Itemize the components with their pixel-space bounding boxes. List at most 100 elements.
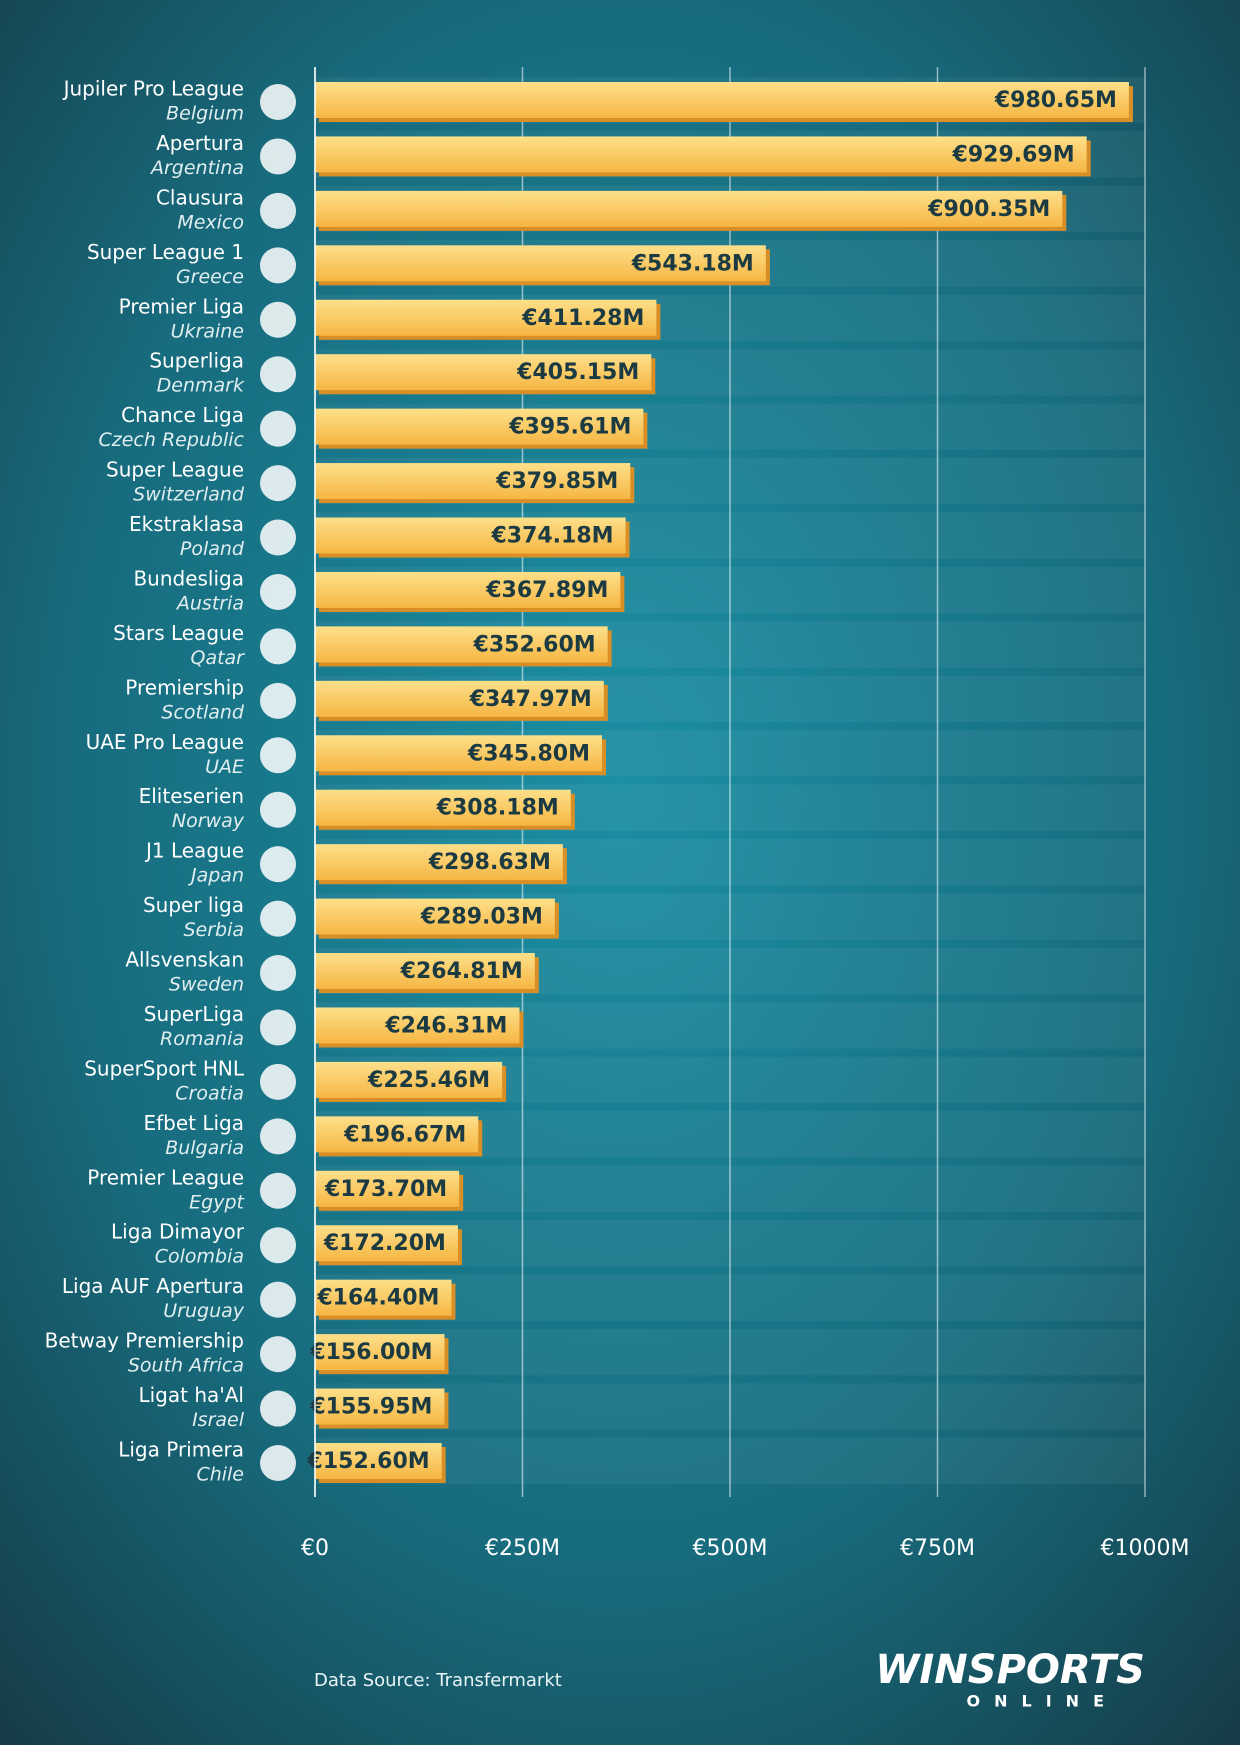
value-label: €367.89M — [485, 578, 608, 603]
value-label: €156.00M — [309, 1340, 432, 1365]
value-label: €352.60M — [473, 632, 596, 657]
country-label: Colombia — [155, 1246, 244, 1268]
bar — [315, 1170, 460, 1207]
country-label: South Africa — [128, 1355, 244, 1377]
country-label: Serbia — [183, 919, 244, 941]
value-label: €225.46M — [367, 1068, 490, 1093]
bar — [315, 354, 652, 391]
bar — [315, 517, 626, 554]
country-label: Belgium — [166, 103, 244, 125]
country-label: Greece — [176, 266, 244, 288]
country-label: Romania — [160, 1028, 244, 1050]
value-label: €379.85M — [495, 469, 618, 494]
value-label: €543.18M — [631, 251, 754, 276]
category-label: Liga AUF Apertura — [62, 1274, 244, 1298]
country-label: Argentina — [149, 157, 244, 179]
value-label: €246.31M — [384, 1013, 507, 1038]
league-logo — [260, 573, 296, 610]
category-label: Stars League — [113, 621, 244, 645]
league-logo — [260, 192, 296, 229]
league-logo — [260, 356, 296, 393]
bar — [315, 82, 1129, 118]
league-logo — [260, 846, 296, 883]
category-label: Super League 1 — [87, 240, 244, 264]
league-logo — [260, 1063, 296, 1100]
value-label: €405.15M — [516, 360, 639, 385]
category-label: SuperLiga — [144, 1002, 244, 1026]
category-label: Apertura — [156, 131, 244, 155]
bar — [315, 953, 535, 990]
category-label: Premiership — [125, 675, 244, 699]
value-label: €172.20M — [323, 1231, 446, 1256]
value-label: €308.18M — [436, 796, 559, 821]
category-label: Liga Primera — [118, 1438, 244, 1462]
country-label: Croatia — [175, 1082, 244, 1104]
league-logo — [260, 682, 296, 719]
category-label: Ligat ha'Al — [138, 1383, 244, 1407]
value-label: €196.67M — [343, 1122, 466, 1147]
country-label: Chile — [196, 1464, 244, 1486]
country-label: Scotland — [161, 701, 245, 723]
league-logo — [260, 791, 296, 828]
category-label: Liga Dimayor — [111, 1220, 245, 1244]
league-logo — [260, 1118, 296, 1155]
country-label: UAE — [205, 756, 244, 778]
x-tick-label: €1000M — [1101, 1536, 1190, 1561]
source: Data Source: Transfermarkt — [314, 1670, 562, 1691]
x-tick-label: €250M — [485, 1536, 560, 1561]
country-label: Poland — [180, 538, 245, 560]
value-label: €980.65M — [994, 88, 1117, 113]
league-logo — [260, 1336, 296, 1373]
brand: WINSPORTS — [875, 1647, 1145, 1693]
bar — [315, 1007, 520, 1044]
value-label: €929.69M — [952, 142, 1075, 167]
bar — [315, 735, 603, 772]
bar — [315, 1334, 445, 1371]
bar — [315, 1116, 479, 1153]
bar — [315, 1061, 503, 1098]
x-tick-label: €500M — [693, 1536, 768, 1561]
category-label: UAE Pro League — [86, 730, 244, 754]
country-label: Sweden — [169, 974, 244, 996]
league-logo — [260, 1227, 296, 1264]
bar — [315, 408, 644, 445]
value-label: €173.70M — [324, 1177, 447, 1202]
bar — [315, 299, 657, 336]
league-logo — [260, 301, 296, 338]
league-logo — [260, 247, 296, 284]
bar — [315, 463, 631, 500]
bar — [315, 680, 604, 717]
bar — [315, 789, 571, 826]
value-label: €345.80M — [467, 741, 590, 766]
category-label: Premier League — [87, 1165, 244, 1189]
category-label: J1 League — [144, 839, 244, 863]
league-logo — [260, 465, 296, 502]
category-label: Eliteserien — [139, 784, 244, 808]
league-logo — [260, 1281, 296, 1318]
country-label: Denmark — [157, 375, 245, 397]
category-label: Ekstraklasa — [129, 512, 244, 536]
bar — [315, 1279, 452, 1316]
country-label: Austria — [175, 592, 244, 614]
country-label: Bulgaria — [165, 1137, 244, 1159]
x-tick-label: €750M — [900, 1536, 975, 1561]
x-tick-label: €0 — [301, 1536, 329, 1561]
category-label: Super liga — [143, 893, 244, 917]
league-logo — [260, 138, 296, 175]
category-label: Superliga — [149, 349, 244, 373]
league-logo — [260, 900, 296, 937]
bar — [315, 136, 1087, 173]
value-label: €347.97M — [469, 687, 592, 712]
country-label: Switzerland — [133, 484, 245, 506]
league-logo — [260, 1009, 296, 1046]
value-label: €395.61M — [508, 415, 631, 440]
category-label: Super League — [106, 458, 244, 482]
category-label: Premier Liga — [119, 294, 244, 318]
bar — [315, 245, 766, 282]
country-label: Norway — [172, 810, 245, 832]
league-logo — [260, 84, 296, 120]
league-logo — [260, 628, 296, 665]
